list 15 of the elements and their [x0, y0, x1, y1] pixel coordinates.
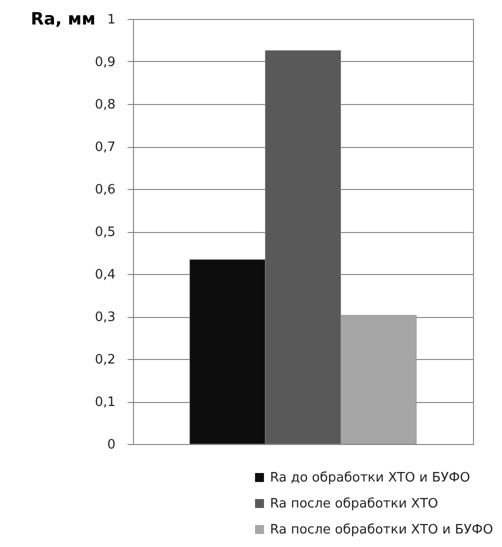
- y-tick-label: 0,2: [94, 352, 116, 368]
- y-tick-label: 0,1: [94, 395, 116, 410]
- legend-label: Ra после обработки ХТО: [270, 496, 438, 512]
- legend-label: Ra до обработки ХТО и БУФО: [270, 470, 470, 486]
- y-tick-label: 0,5: [94, 225, 116, 240]
- y-tick-label: 0,8: [94, 98, 116, 112]
- y-tick-label: 0: [107, 438, 116, 452]
- y-tick-label: 0,7: [94, 140, 116, 155]
- y-tick-label: 0,6: [94, 182, 116, 198]
- y-tick-label: 0,9: [94, 55, 116, 70]
- y-tick-label: 0,3: [94, 310, 116, 325]
- legend-label: Ra после обработки ХТО и БУФО: [270, 522, 494, 538]
- y-tick-label: 0,4: [94, 268, 116, 282]
- y-tick-label: 1: [107, 12, 116, 28]
- y-axis-title: Ra, мм: [30, 10, 96, 30]
